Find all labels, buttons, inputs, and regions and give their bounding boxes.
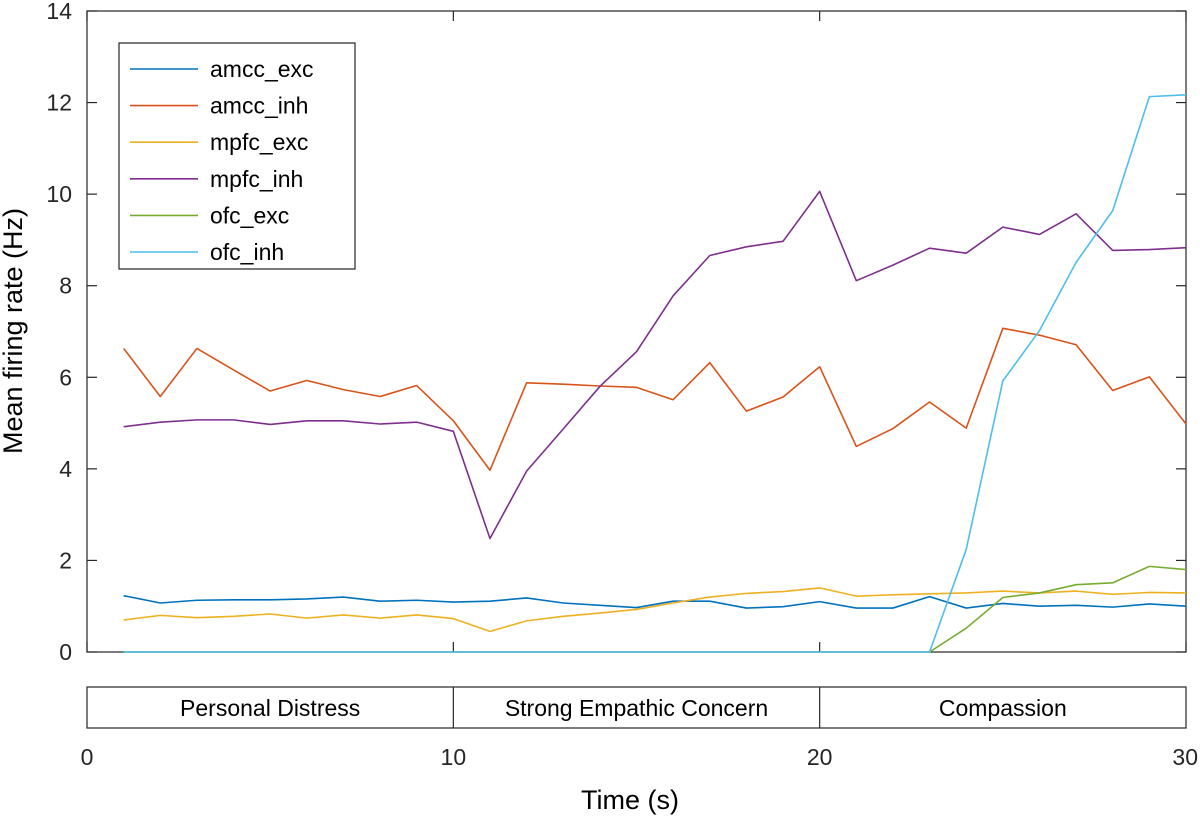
series-lines (122, 93, 1187, 653)
x-tick-label: 30 (1172, 744, 1198, 770)
legend-label: amcc_inh (210, 93, 308, 119)
y-tick-label: 4 (59, 456, 72, 482)
y-tick-label: 12 (46, 90, 72, 116)
series-line-amcc-exc (123, 594, 1187, 609)
x-tick-label: 20 (807, 744, 833, 770)
series-line-mpfc-inh (123, 190, 1187, 540)
series-line-mpfc-exc (123, 587, 1187, 633)
y-axis: 0 2 4 6 8 10 12 14 (46, 0, 1186, 665)
y-tick-label: 10 (46, 181, 72, 207)
phase-labels: Personal Distress Strong Empathic Concern… (180, 695, 1067, 721)
legend-label: ofc_exc (210, 202, 289, 228)
phase-label: Strong Empathic Concern (505, 695, 768, 721)
legend-label: mpfc_inh (210, 166, 303, 192)
legend-label: amcc_exc (210, 56, 314, 82)
x-axis-top-ticks (86, 11, 1187, 652)
phase-band (86, 686, 1187, 729)
x-tick-label: 0 (81, 744, 94, 770)
phase-dividers (452, 687, 821, 728)
legend-box (118, 42, 356, 270)
y-axis-title: Mean firing rate (Hz) (0, 208, 28, 454)
phase-label: Compassion (939, 695, 1067, 721)
series-line-ofc-inh (123, 93, 1187, 653)
series-line-amcc-inh (122, 327, 1187, 472)
y-tick-label: 2 (59, 547, 72, 573)
legend: amcc_exc amcc_inh mpfc_exc mpfc_inh ofc_exco… (118, 42, 356, 270)
legend-label: mpfc_exc (210, 129, 308, 155)
y-tick-label: 6 (59, 364, 72, 390)
x-axis: 0 10 20 30 (81, 744, 1198, 770)
y-tick-label: 0 (59, 639, 72, 665)
legend-label: ofc_inh (210, 239, 284, 265)
x-tick-label: 10 (441, 744, 467, 770)
x-axis-title: Time (s) (581, 785, 679, 815)
y-tick-label: 14 (46, 0, 72, 24)
phase-label: Personal Distress (180, 695, 360, 721)
y-tick-label: 8 (59, 273, 72, 299)
